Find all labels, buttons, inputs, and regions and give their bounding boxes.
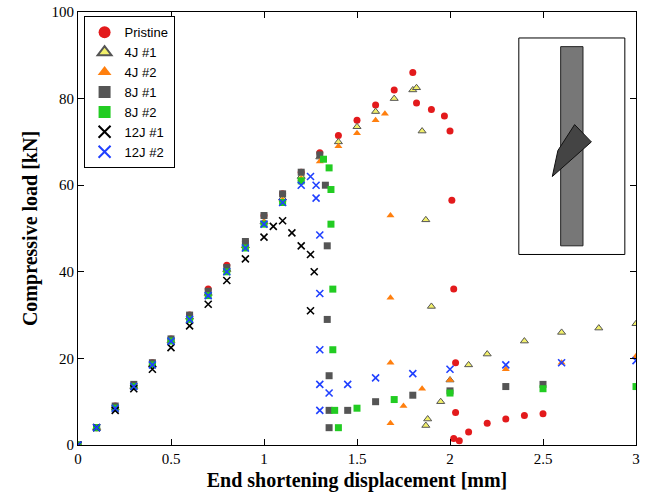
svg-text:2.5: 2.5	[534, 451, 553, 467]
svg-text:4J #1: 4J #1	[125, 45, 157, 60]
svg-text:4J #2: 4J #2	[125, 65, 157, 80]
svg-text:8J #2: 8J #2	[125, 105, 157, 120]
svg-text:1.5: 1.5	[348, 451, 367, 467]
svg-text:20: 20	[59, 351, 74, 367]
svg-text:12J #2: 12J #2	[125, 145, 164, 160]
svg-text:80: 80	[59, 91, 74, 107]
svg-text:0: 0	[74, 451, 82, 467]
svg-text:60: 60	[59, 177, 74, 193]
svg-text:40: 40	[59, 264, 74, 280]
svg-text:1: 1	[260, 451, 268, 467]
svg-text:3: 3	[632, 451, 640, 467]
svg-text:Pristine: Pristine	[125, 25, 168, 40]
svg-text:End shortening displacement [m: End shortening displacement [mm]	[207, 469, 508, 492]
svg-text:2: 2	[446, 451, 454, 467]
svg-text:100: 100	[51, 4, 74, 20]
svg-text:0: 0	[66, 437, 74, 453]
svg-text:Compressive load [kN]: Compressive load [kN]	[19, 131, 42, 326]
svg-text:8J #1: 8J #1	[125, 85, 157, 100]
svg-text:12J #1: 12J #1	[125, 125, 164, 140]
svg-text:0.5: 0.5	[162, 451, 181, 467]
